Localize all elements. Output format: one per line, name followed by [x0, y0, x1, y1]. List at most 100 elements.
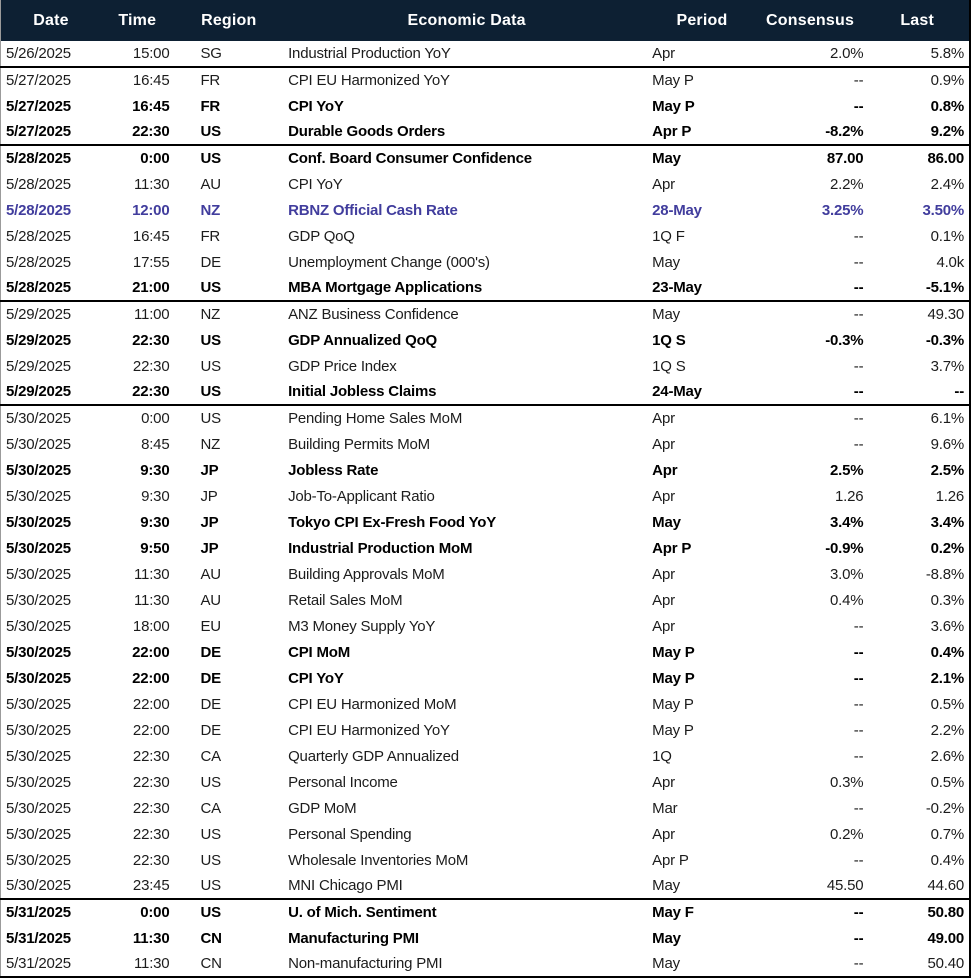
cell-last: 0.5%	[930, 773, 965, 791]
cell-time: 9:30	[140, 461, 170, 479]
cell-event: GDP Annualized QoQ	[288, 331, 438, 349]
cell-date: 5/30/2025	[6, 461, 71, 479]
cell-region: FR	[200, 227, 221, 245]
cell-consensus: --	[853, 617, 864, 635]
table-row: 5/28/2025 21:00 US MBA Mortgage Application…	[1, 275, 971, 301]
table-header: Date Time Region Economic Data Period Co…	[0, 0, 970, 41]
cell-time: 16:45	[101, 66, 174, 93]
cell-last: 0.5%	[930, 695, 965, 713]
table-row: 5/27/2025 22:30 US Durable Goods Orders Apr …	[1, 119, 971, 145]
cell-last: 86.00	[865, 144, 970, 171]
cell-region: CN	[200, 955, 222, 972]
cell-consensus: --	[754, 300, 866, 327]
cell-last: 44.60	[927, 877, 964, 894]
cell-period: Apr P	[652, 123, 692, 140]
cell-event: Personal Spending	[288, 825, 412, 843]
cell-region: AU	[200, 591, 221, 609]
table-row: 5/30/2025 22:30 US Personal Spending Apr 0.2%…	[1, 821, 971, 847]
cell-event: CPI YoY	[288, 97, 344, 115]
cell-consensus: --	[853, 747, 864, 765]
cell-consensus: --	[853, 669, 864, 687]
cell-event: Pending Home Sales MoM	[284, 404, 650, 431]
cell-consensus: --	[853, 253, 864, 271]
cell-last: 6.1%	[865, 404, 970, 431]
cell-period: Apr	[652, 435, 675, 453]
cell-time: 9:30	[141, 487, 170, 505]
cell-period: May P	[652, 97, 695, 115]
cell-time: 22:30	[132, 825, 170, 843]
cell-period: May	[652, 929, 681, 947]
cell-date: 5/29/2025	[6, 357, 71, 375]
cell-event: Building Approvals MoM	[288, 565, 445, 583]
cell-date: 5/30/2025	[6, 565, 71, 583]
cell-date: 5/30/2025	[6, 747, 71, 765]
cell-time: 9:50	[140, 539, 170, 557]
cell-consensus: 0.3%	[829, 773, 864, 791]
column-header-time: Time	[101, 0, 174, 41]
table-row: 5/30/2025 22:00 DE CPI EU Harmonized YoY May…	[1, 717, 971, 743]
cell-event: CPI EU Harmonized MoM	[288, 695, 457, 713]
table-row: 5/30/2025 22:30 CA Quarterly GDP Annualized…	[1, 743, 971, 769]
table-row: 5/29/2025 22:30 US GDP Annualized QoQ 1Q S -0…	[1, 327, 971, 353]
cell-time: 22:30	[132, 773, 170, 791]
cell-time: 21:00	[132, 279, 170, 296]
cell-region: DE	[200, 721, 221, 739]
table-row: 5/29/2025 11:00 NZ ANZ Business Confidence M…	[0, 300, 970, 327]
cell-last: 0.9%	[865, 66, 970, 93]
cell-region: US	[200, 331, 221, 349]
cell-period: May	[652, 877, 680, 894]
cell-region: US	[200, 851, 221, 869]
cell-time: 22:30	[132, 123, 170, 140]
cell-period: Apr P	[652, 539, 692, 557]
cell-consensus: --	[853, 643, 864, 661]
column-header-consensus: Consensus	[754, 0, 866, 41]
cell-region: US	[173, 144, 285, 171]
cell-region: JP	[200, 487, 218, 505]
cell-consensus: -0.3%	[825, 331, 864, 349]
cell-last: 49.30	[865, 300, 970, 327]
table-row: 5/31/2025 0:00 US U. of Mich. Sentiment May …	[0, 898, 970, 925]
cell-region: US	[173, 898, 285, 925]
cell-time: 11:00	[101, 300, 174, 327]
cell-consensus: --	[853, 435, 864, 453]
cell-period: 1Q F	[652, 227, 685, 245]
cell-event: ANZ Business Confidence	[284, 300, 650, 327]
cell-event: Unemployment Change (000's)	[288, 253, 490, 271]
cell-consensus: --	[754, 404, 866, 431]
table-row: 5/27/2025 16:45 FR CPI YoY May P -- 0.8%	[1, 93, 971, 119]
cell-period: 23-May	[652, 279, 702, 296]
cell-event: GDP MoM	[288, 799, 357, 817]
cell-region: CN	[200, 929, 222, 947]
cell-time: 12:00	[132, 201, 170, 219]
table-row: 5/29/2025 22:30 US Initial Jobless Claims 24…	[1, 379, 971, 405]
cell-period: May	[649, 300, 755, 327]
cell-time: 22:30	[132, 383, 170, 400]
cell-date: 5/28/2025	[0, 144, 102, 171]
cell-date: 5/30/2025	[6, 643, 71, 661]
table-row: 5/28/2025 11:30 AU CPI YoY Apr 2.2% 2.4%	[1, 171, 971, 197]
table-row: 5/30/2025 22:00 DE CPI YoY May P -- 2.1%	[1, 665, 971, 691]
cell-period: Apr	[652, 773, 675, 791]
cell-date: 5/29/2025	[6, 383, 71, 400]
cell-region: NZ	[200, 201, 221, 219]
table-row: 5/30/2025 18:00 EU M3 Money Supply YoY Apr --…	[1, 613, 971, 639]
cell-time: 11:30	[134, 565, 170, 583]
cell-time: 22:30	[132, 357, 170, 375]
cell-region: FR	[173, 66, 285, 93]
table-row: 5/30/2025 9:30 JP Jobless Rate Apr 2.5% 2.5%	[1, 457, 971, 483]
cell-consensus: 3.0%	[829, 565, 864, 583]
table-row: 5/31/2025 11:30 CN Manufacturing PMI May -- 49…	[1, 925, 971, 951]
cell-region: JP	[200, 461, 219, 479]
cell-last: 0.1%	[930, 227, 965, 245]
cell-period: Apr	[652, 461, 678, 479]
cell-event: U. of Mich. Sentiment	[284, 898, 650, 925]
cell-consensus: --	[754, 66, 866, 93]
table-row: 5/28/2025 12:00 NZ RBNZ Official Cash Rate 2…	[1, 197, 971, 223]
cell-period: May P	[652, 669, 695, 687]
cell-last: 50.80	[865, 898, 970, 925]
cell-last: 49.00	[927, 929, 964, 947]
cell-event: Industrial Production MoM	[288, 539, 473, 557]
table-body: 5/26/2025 15:00 SG Industrial Production Yo…	[0, 41, 971, 977]
cell-last: 5.8%	[930, 45, 965, 62]
cell-period: May F	[649, 898, 755, 925]
